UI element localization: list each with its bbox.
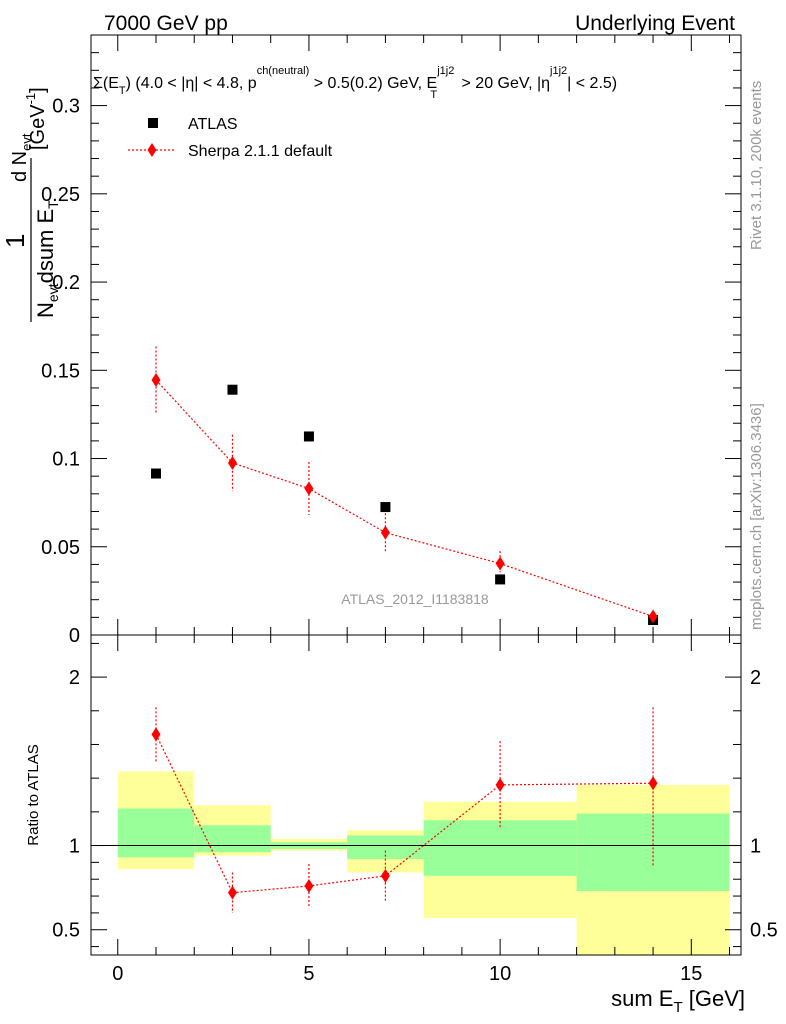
y-label-num: d Nevt	[9, 133, 34, 182]
main-y-tick-label-4: 0.2	[52, 272, 80, 294]
atlas-point-4	[495, 574, 506, 585]
x-axis-label: sum ET [GeV]	[611, 986, 745, 1016]
legend-atlas-marker	[148, 118, 158, 128]
main-y-tick-label-0: 0	[69, 625, 80, 647]
band-green-1	[194, 825, 271, 853]
ratio-y-tick-label-right-2: 2	[750, 667, 761, 689]
header-right: Underlying Event	[575, 12, 735, 35]
legend-sherpa-marker	[147, 143, 157, 157]
atlas-point-0	[151, 468, 161, 479]
sherpa-main-point-4	[495, 556, 505, 571]
ratio-y-tick-label-2: 2	[69, 667, 80, 689]
y-label-unit: [GeV-1]	[23, 87, 49, 150]
atlas-point-1	[227, 384, 238, 395]
sherpa-main-point-2	[304, 481, 314, 496]
sherpa-ratio-point-3	[380, 868, 390, 883]
x-tick-label-2: 10	[489, 963, 511, 985]
legend-sherpa-label: Sherpa 2.1.1 default	[188, 143, 333, 160]
watermark: ATLAS_2012_I1183818	[341, 591, 489, 607]
axis-ticks: 0 5 10 15 0 0.05 0.1 0.15 0.2 0.25 0.3 0.5 0.5 1 1 2 2	[41, 34, 778, 985]
ratio-y-tick-label-right-0: 0.5	[750, 920, 778, 942]
atlas-point-2	[303, 431, 314, 442]
sherpa-main-point-5	[648, 609, 658, 624]
x-tick-label-1: 5	[303, 963, 314, 985]
ratio-frame	[90, 634, 742, 956]
header-left: 7000 GeV pp	[104, 12, 228, 35]
sherpa-main-point-0	[151, 373, 161, 387]
sherpa-main-point-1	[227, 455, 237, 470]
ratio-y-tick-label-1: 1	[69, 836, 80, 858]
sherpa-ratio-point-2	[304, 878, 314, 893]
atlas-point-3	[380, 502, 391, 513]
sherpa-ratio-point-0	[151, 727, 161, 742]
ratio-bands	[117, 771, 730, 955]
sherpa-main-point-3	[380, 525, 390, 540]
band-green-3	[347, 835, 424, 859]
y-axis-label: 1 d Nevt Nevtdsum ET [GeV-1]	[0, 87, 61, 322]
series	[151, 346, 659, 913]
sherpa-ratio-point-1	[227, 885, 237, 900]
x-tick-label-3: 15	[680, 963, 702, 985]
mcplots-label: mcplots.cern.ch [arXiv:1306.3436]	[748, 403, 765, 630]
sherpa-main-line	[155, 379, 654, 618]
band-green-0	[117, 808, 195, 858]
sherpa-ratio-line	[155, 734, 654, 894]
band-green-4	[423, 820, 577, 876]
ratio-y-tick-label-right-1: 1	[750, 836, 761, 858]
x-tick-label-0: 0	[112, 963, 123, 985]
main-y-tick-label-2: 0.1	[52, 449, 80, 471]
plot-title: Σ(ET) (4.0 < |η| < 4.8, pch(neutral) > 0…	[93, 65, 617, 101]
sherpa-ratio-point-4	[495, 777, 505, 792]
legend-atlas-label: ATLAS	[188, 116, 238, 133]
ratio-y-tick-label-0: 0.5	[52, 920, 80, 942]
main-y-tick-label-1: 0.05	[41, 537, 80, 559]
y-label-den: Nevtdsum ET	[33, 200, 61, 318]
sherpa-ratio-point-5	[648, 776, 658, 791]
main-y-tick-label-5: 0.25	[41, 184, 80, 206]
ratio-y-label: Ratio to ATLAS	[25, 744, 42, 845]
main-y-tick-label-6: 0.3	[52, 96, 80, 118]
y-label-one: 1	[0, 234, 30, 248]
main-y-tick-label-3: 0.15	[41, 360, 80, 382]
rivet-label: Rivet 3.1.10, 200k events	[748, 81, 765, 250]
